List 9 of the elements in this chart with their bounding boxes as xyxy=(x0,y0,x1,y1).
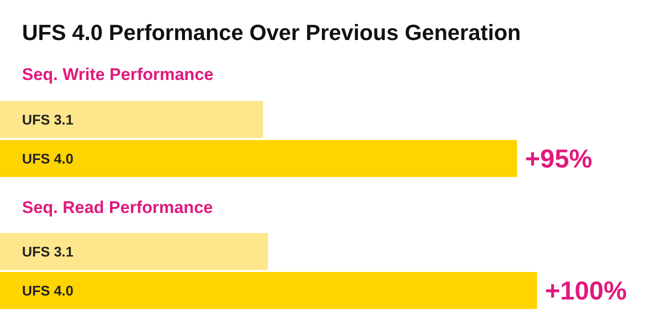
y-tick-label: UFS 3.1 xyxy=(22,112,74,128)
annotation: +95% xyxy=(525,143,592,174)
chart-title: UFS 4.0 Performance Over Previous Generation xyxy=(22,20,521,45)
chart-subtitle: Seq. Read Performance xyxy=(22,198,213,217)
y-tick-label: UFS 4.0 xyxy=(22,150,74,166)
annotation: +100% xyxy=(545,275,627,306)
chart-subtitle: Seq. Write Performance xyxy=(22,65,214,84)
y-tick-label: UFS 3.1 xyxy=(22,244,74,260)
y-tick-label: UFS 4.0 xyxy=(22,282,74,298)
